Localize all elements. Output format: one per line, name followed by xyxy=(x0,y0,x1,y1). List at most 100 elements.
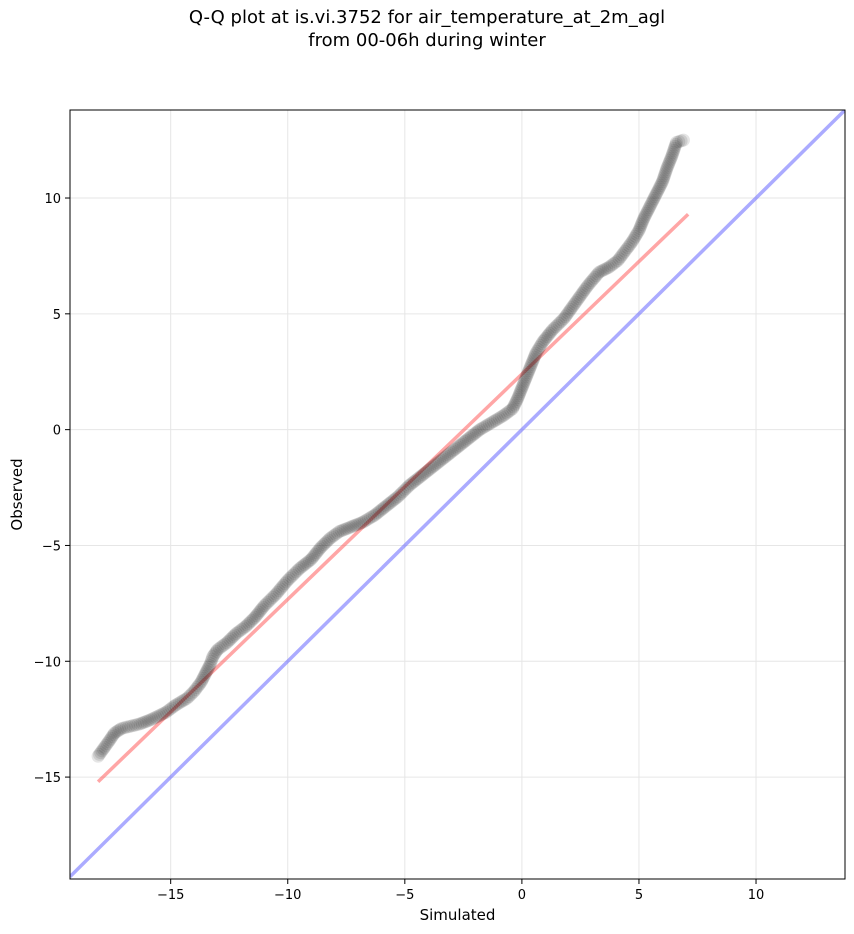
quantile-point xyxy=(650,186,664,200)
y-tick-label: 10 xyxy=(44,192,61,207)
quantile-point xyxy=(513,387,527,401)
quantile-point xyxy=(446,444,460,458)
quantile-point xyxy=(481,418,495,432)
quantile-point xyxy=(658,167,672,181)
quantile-point xyxy=(458,435,472,449)
quantile-point xyxy=(248,610,262,624)
quantile-point xyxy=(381,498,395,512)
quantile-point xyxy=(659,165,673,179)
quantile-point xyxy=(96,742,110,756)
quantile-point xyxy=(271,585,285,599)
quantile-point xyxy=(249,609,263,623)
quantile-point xyxy=(611,254,625,268)
quantile-point xyxy=(291,563,305,577)
quantile-point xyxy=(507,398,521,412)
quantile-point xyxy=(534,338,548,352)
quantile-point xyxy=(461,432,475,446)
y-axis-label: Observed xyxy=(8,458,26,530)
quantile-point xyxy=(242,616,256,630)
y-tick-label: −15 xyxy=(34,771,61,786)
quantile-point xyxy=(550,318,564,332)
quantile-point xyxy=(180,691,194,705)
quantile-point xyxy=(523,362,537,376)
quantile-point xyxy=(185,686,199,700)
quantile-point xyxy=(468,427,482,441)
quantile-point xyxy=(672,135,686,149)
quantile-point xyxy=(216,639,230,653)
quantile-point xyxy=(541,328,555,342)
quantile-point xyxy=(527,350,541,364)
quantile-point xyxy=(168,698,182,712)
quantile-point xyxy=(632,223,646,237)
quantile-point xyxy=(203,657,217,671)
quantile-point xyxy=(394,487,408,501)
quantile-point xyxy=(583,276,597,290)
quantile-point xyxy=(594,264,608,278)
quantile-point xyxy=(204,654,218,668)
quantile-point xyxy=(464,429,478,443)
quantile-point xyxy=(439,449,453,463)
x-tick-label: −15 xyxy=(157,888,184,903)
x-tick-label: 5 xyxy=(635,888,643,903)
quantile-point xyxy=(566,299,580,313)
quantile-point xyxy=(668,139,682,153)
quantile-point xyxy=(314,541,328,555)
quantile-point xyxy=(157,706,171,720)
quantile-point xyxy=(259,597,273,611)
quantile-point xyxy=(124,719,138,733)
quantile-point xyxy=(202,660,216,674)
quantile-point xyxy=(488,413,502,427)
quantile-point xyxy=(178,692,192,706)
quantile-point xyxy=(392,488,406,502)
quantile-point xyxy=(498,407,512,421)
quantile-point xyxy=(151,709,165,723)
quantile-point xyxy=(477,420,491,434)
quantile-point xyxy=(618,244,632,258)
quantile-point xyxy=(256,600,270,614)
quantile-point xyxy=(444,445,458,459)
quantile-point xyxy=(429,457,443,471)
quantile-point xyxy=(226,630,240,644)
quantile-point xyxy=(396,485,410,499)
quantile-point xyxy=(585,274,599,288)
quantile-point xyxy=(327,529,341,543)
x-tick-label: 0 xyxy=(518,888,526,903)
quantile-point xyxy=(240,618,254,632)
quantile-point xyxy=(139,714,153,728)
quantile-points xyxy=(91,133,690,763)
quantile-point xyxy=(102,735,116,749)
quantile-point xyxy=(655,175,669,189)
quantile-point xyxy=(552,316,566,330)
quantile-point xyxy=(218,637,232,651)
chart-title: Q-Q plot at is.vi.3752 for air_temperatu… xyxy=(188,7,666,28)
quantile-point xyxy=(104,731,118,745)
quantile-point xyxy=(117,721,131,735)
quantile-point xyxy=(379,499,393,513)
quantile-point xyxy=(257,599,271,613)
quantile-point xyxy=(239,620,253,634)
reference-line xyxy=(70,110,845,878)
quantile-point xyxy=(544,325,558,339)
quantile-point xyxy=(524,358,538,372)
quantile-point xyxy=(463,431,477,445)
quantile-point xyxy=(635,216,649,230)
quantile-point xyxy=(220,636,234,650)
x-tick-label: −5 xyxy=(395,888,414,903)
quantile-point xyxy=(278,577,292,591)
quantile-point xyxy=(190,681,204,695)
quantile-point xyxy=(284,570,298,584)
quantile-point xyxy=(197,670,211,684)
quantile-point xyxy=(508,396,522,410)
quantile-point xyxy=(279,575,293,589)
quantile-point xyxy=(504,403,518,417)
quantile-point xyxy=(245,613,259,627)
quantile-point xyxy=(515,381,529,395)
quantile-point xyxy=(228,628,242,642)
quantile-point xyxy=(376,502,390,516)
quantile-point xyxy=(338,522,352,536)
quantile-point xyxy=(662,155,676,169)
x-tick-label: 10 xyxy=(748,888,765,903)
quantile-point xyxy=(233,624,247,638)
quantile-point xyxy=(122,720,136,734)
quantile-point xyxy=(496,409,510,423)
